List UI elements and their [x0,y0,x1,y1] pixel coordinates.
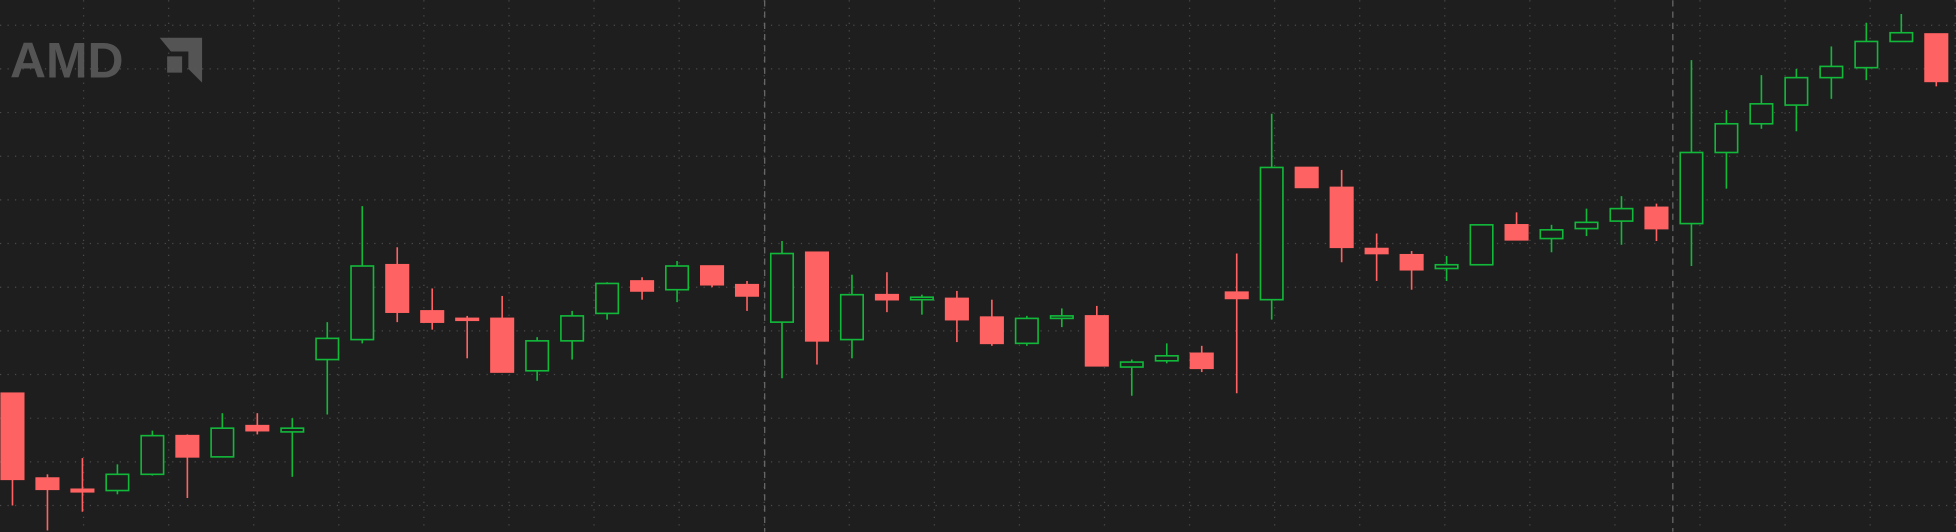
candle-body [1364,247,1389,255]
candle-body [909,296,934,301]
candle-body [385,263,410,313]
candle-body [420,310,445,323]
candle-body [630,280,655,292]
candle-body [1784,76,1809,106]
candle-body [1119,361,1144,368]
candle-body [70,488,95,493]
candle-body [1294,166,1319,189]
candle-body [665,265,690,291]
candle-body [175,434,200,458]
candle-body [1154,355,1179,362]
candle-body [1189,352,1214,370]
candle-body [734,283,760,297]
candle-body [1889,31,1914,43]
candle-body [1469,224,1494,266]
candle-body [315,337,340,361]
candle-body [874,293,899,301]
candle-body [1014,317,1039,345]
candle-body [1049,315,1074,320]
watermark: AMD [10,33,203,89]
candle-body [944,297,969,321]
candle-body [1539,229,1564,240]
candle-body [839,293,864,341]
candle-body [350,265,375,341]
candle-body [35,477,60,491]
candle-body [525,340,550,372]
candle-body [280,427,305,433]
candle-body [1714,122,1739,154]
candle-body [1259,166,1284,301]
candle-body [105,473,130,492]
candle-body [1399,253,1424,271]
candle-body [1644,206,1669,230]
candle-body [979,316,1004,345]
watermark-logo [159,37,203,83]
candle-body [1084,315,1109,367]
candle-body [1609,207,1634,222]
candle-body [1924,33,1949,83]
candle-body [700,265,725,286]
candle-body [1819,65,1844,79]
candle-body [490,317,515,373]
candle-body [1504,224,1529,241]
candle-body [455,317,480,322]
watermark-text: AMD [10,33,124,89]
candle-body [1854,40,1879,69]
candle-body [1434,263,1459,270]
candle-body [1574,221,1599,230]
candle-body [1224,291,1249,300]
candle-body [0,392,25,481]
candle-body [804,251,830,342]
candle-body [595,282,620,315]
candle-body [245,424,270,432]
candle-body [769,252,795,323]
candle-body [1749,103,1774,125]
candle-body [140,434,165,476]
candle-body [1329,186,1354,249]
candles [0,14,1949,531]
candle-body [560,315,585,342]
candle-body [1679,151,1704,225]
candle-body [210,427,235,458]
